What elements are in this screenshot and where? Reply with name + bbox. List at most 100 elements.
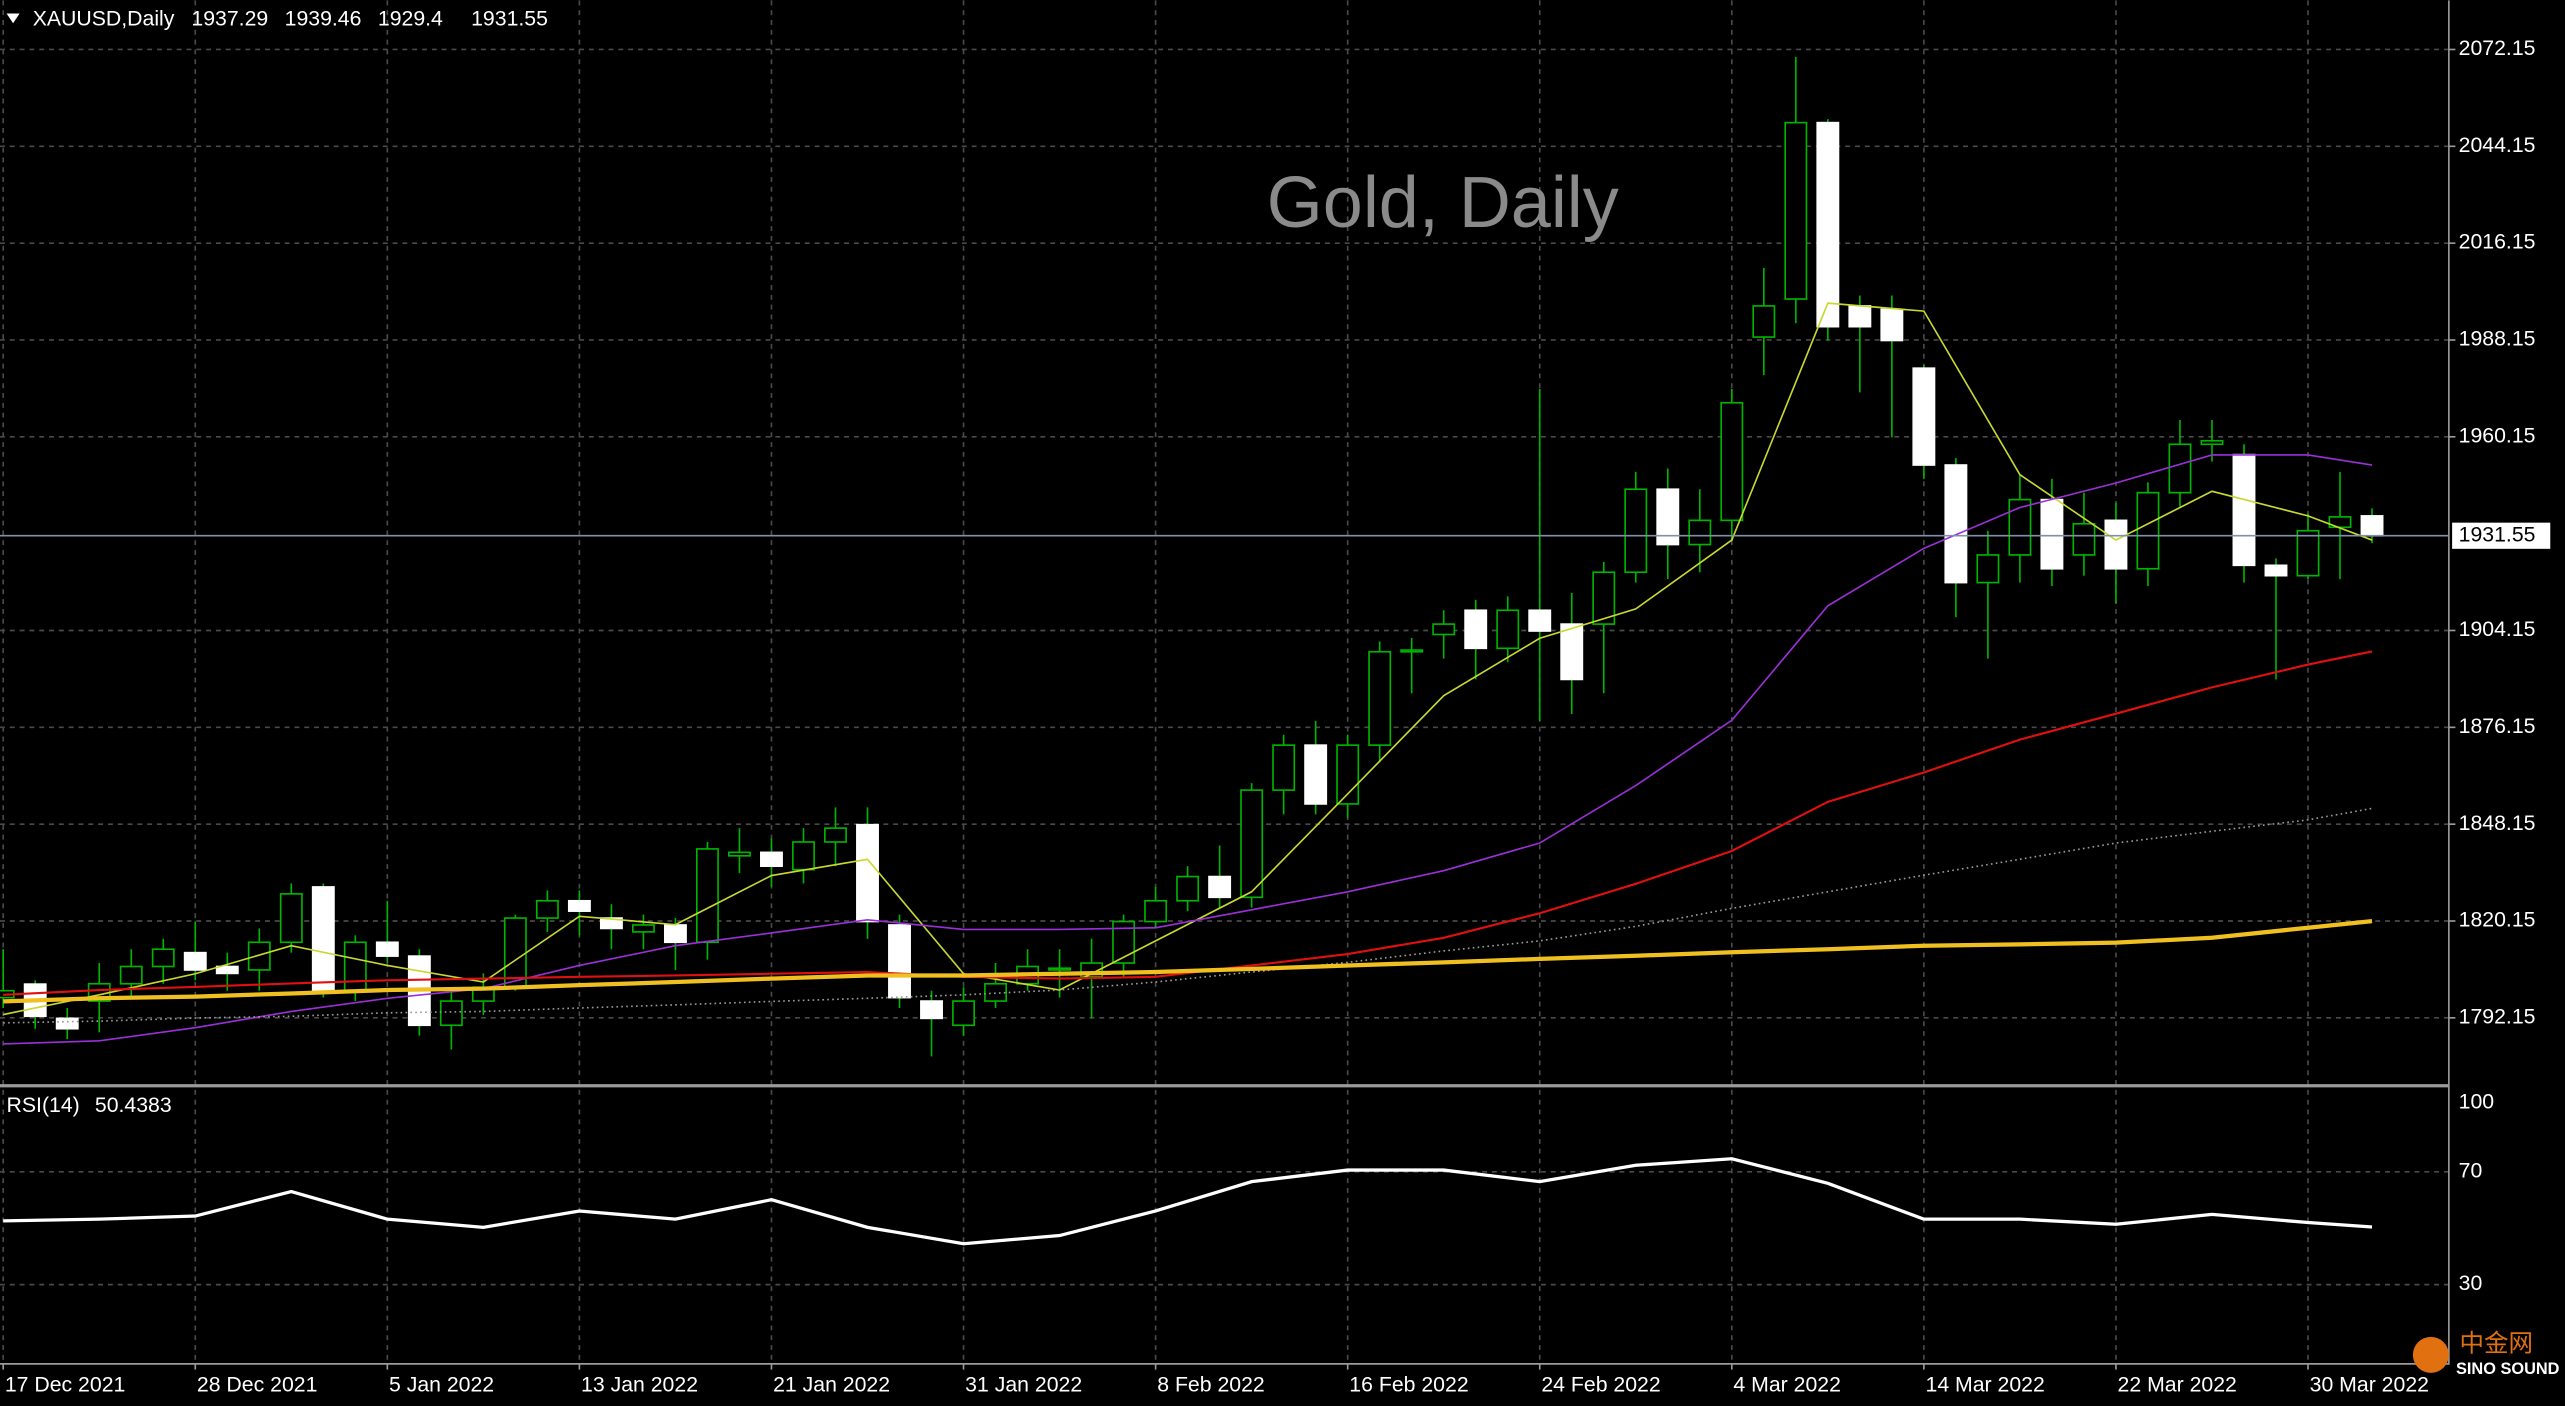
candle-body — [183, 951, 207, 971]
candle-body — [1176, 875, 1200, 902]
logo-name: 中金网 — [2460, 1330, 2534, 1358]
y-tick-label: 1792.15 — [2459, 1004, 2536, 1028]
candle-body — [2136, 491, 2160, 570]
candle-body — [2360, 515, 2384, 537]
y-tick-label: 1904.15 — [2459, 617, 2536, 641]
candle-body — [567, 899, 591, 912]
y-tick-label: 1960.15 — [2459, 423, 2536, 447]
x-tick-label: 22 Mar 2022 — [2118, 1373, 2237, 1397]
y-tick-label: 1848.15 — [2459, 811, 2536, 835]
x-tick-label: 21 Jan 2022 — [773, 1373, 890, 1397]
candle-body — [2072, 522, 2096, 556]
candle-body — [1208, 875, 1232, 899]
candle-body — [1336, 744, 1360, 805]
rsi-line — [3, 1157, 2373, 1246]
candle-body — [1976, 554, 2000, 584]
candle-body — [1688, 519, 1712, 546]
candle-body — [856, 823, 879, 923]
candle-body — [2264, 564, 2288, 577]
candle-body — [1144, 899, 1168, 923]
candle-body — [631, 924, 655, 933]
x-tick-label: 8 Feb 2022 — [1157, 1373, 1265, 1397]
candle-body — [439, 1000, 463, 1027]
watermark: Gold, Daily — [1267, 163, 1619, 243]
price-label-box — [2452, 522, 2551, 549]
header-high: 1939.46 — [285, 7, 362, 31]
candle-body — [1112, 920, 1136, 964]
candle-body — [279, 893, 303, 944]
x-tick-label: 16 Feb 2022 — [1349, 1373, 1468, 1397]
candle-body — [1048, 967, 1072, 971]
ma-line — [3, 919, 2373, 1004]
candle-body — [695, 848, 719, 944]
candle-body — [920, 1000, 943, 1020]
x-tick-label: 31 Jan 2022 — [965, 1373, 1082, 1397]
candle-body — [343, 941, 367, 992]
x-tick-label: 24 Feb 2022 — [1541, 1373, 1660, 1397]
candle-body — [1496, 609, 1520, 650]
candle-body — [888, 924, 911, 999]
candle-body — [663, 924, 687, 944]
candle-body — [1240, 789, 1264, 899]
candle-body — [535, 899, 559, 919]
rsi-tick-label: 70 — [2459, 1158, 2483, 1182]
rsi-label: RSI(14) — [7, 1093, 80, 1117]
candle-body — [2040, 498, 2064, 570]
x-tick-label: 13 Jan 2022 — [581, 1373, 698, 1397]
candle-body — [728, 851, 751, 857]
candle-body — [119, 965, 143, 985]
candle-body — [375, 941, 399, 957]
candle-body — [311, 886, 335, 992]
candle-body — [1432, 623, 1456, 636]
x-tick-label: 5 Jan 2022 — [389, 1373, 494, 1397]
candle-body — [1560, 623, 1584, 681]
candle-body — [2168, 443, 2192, 494]
rsi-value: 50.4383 — [95, 1093, 172, 1117]
y-tick-label: 2016.15 — [2459, 230, 2536, 254]
candle-body — [2200, 439, 2224, 446]
candle-body — [1368, 650, 1392, 746]
candle-body — [55, 1017, 79, 1030]
candle-body — [1656, 488, 1680, 546]
grid — [0, 0, 2449, 1364]
candle-body — [1720, 401, 1744, 522]
y-tick-label: 1820.15 — [2459, 908, 2536, 932]
plot — [0, 56, 2449, 1246]
candle-body — [1880, 308, 1904, 342]
candle-body — [1784, 121, 1808, 300]
candle-body — [1592, 571, 1616, 625]
candle-body — [1304, 744, 1328, 805]
candle-body — [599, 917, 623, 930]
rsi-tick-label: 30 — [2459, 1271, 2483, 1295]
candle-body — [1752, 305, 1776, 338]
x-tick-label: 4 Mar 2022 — [1733, 1373, 1841, 1397]
candle-body — [1272, 744, 1296, 791]
candle-body — [247, 941, 271, 971]
candle-body — [1944, 464, 1968, 584]
y-tick-label: 2044.15 — [2459, 133, 2536, 157]
y-tick-label: 1988.15 — [2459, 327, 2536, 351]
candle-body — [824, 827, 847, 843]
candle-body — [215, 965, 239, 975]
candle-body — [2232, 453, 2256, 567]
candle-body — [2296, 529, 2320, 577]
logo-sub: SINO SOUND — [2456, 1360, 2560, 1378]
ma-line — [3, 302, 2373, 1016]
candle-body — [1528, 609, 1552, 632]
y-tick-label: 2072.15 — [2459, 36, 2536, 60]
candle-body — [2104, 519, 2128, 570]
candle-body — [151, 948, 175, 968]
candle-body — [952, 1000, 975, 1027]
candle-body — [792, 841, 815, 871]
x-tick-label: 17 Dec 2021 — [5, 1373, 126, 1397]
menu-arrow[interactable] — [6, 13, 20, 24]
ma-line — [3, 454, 2373, 1045]
candle-body — [1848, 305, 1872, 328]
symbol: XAUUSD,Daily — [33, 7, 175, 31]
candle-body — [2008, 498, 2032, 556]
y-tick-label: 1876.15 — [2459, 714, 2536, 738]
x-tick-label: 28 Dec 2021 — [197, 1373, 318, 1397]
price-label: 1931.55 — [2459, 522, 2536, 546]
